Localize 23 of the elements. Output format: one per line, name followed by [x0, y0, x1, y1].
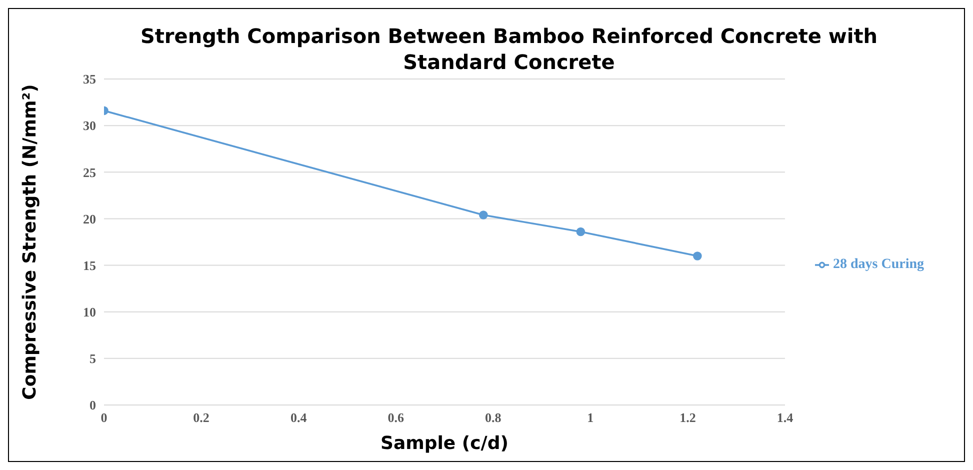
x-tick-label: 0 — [100, 410, 108, 426]
x-tick-label: 0.4 — [290, 410, 308, 426]
x-tick-label: 0.2 — [193, 410, 210, 426]
chart-title: Strength Comparison Between Bamboo Reinforced Concrete with Standard Concrete — [139, 23, 879, 75]
x-axis-title: Sample (c/d) — [380, 433, 508, 454]
x-tick-label: 1.2 — [680, 410, 696, 426]
x-tick-label: 1.4 — [776, 410, 794, 426]
y-tick-label: 35 — [83, 72, 96, 87]
y-tick-label: 25 — [83, 164, 96, 180]
y-axis-title: Compressive Strength (N/mm²) — [19, 84, 40, 400]
x-tick-label: 1 — [587, 410, 594, 426]
point — [576, 227, 586, 236]
point — [693, 252, 702, 260]
point — [478, 210, 488, 220]
x-tick-label: 0.6 — [388, 410, 404, 426]
y-tick-label: 15 — [83, 258, 96, 273]
y-tick-label: 30 — [83, 118, 96, 134]
y-tick-label: 0 — [90, 398, 96, 413]
y-tick-label: 5 — [90, 351, 96, 366]
legend-label: 28 days Curing — [832, 257, 924, 272]
y-tick-label: 20 — [83, 211, 96, 226]
x-tick-label: 0.8 — [485, 410, 502, 426]
y-tick-label: 10 — [83, 304, 96, 320]
